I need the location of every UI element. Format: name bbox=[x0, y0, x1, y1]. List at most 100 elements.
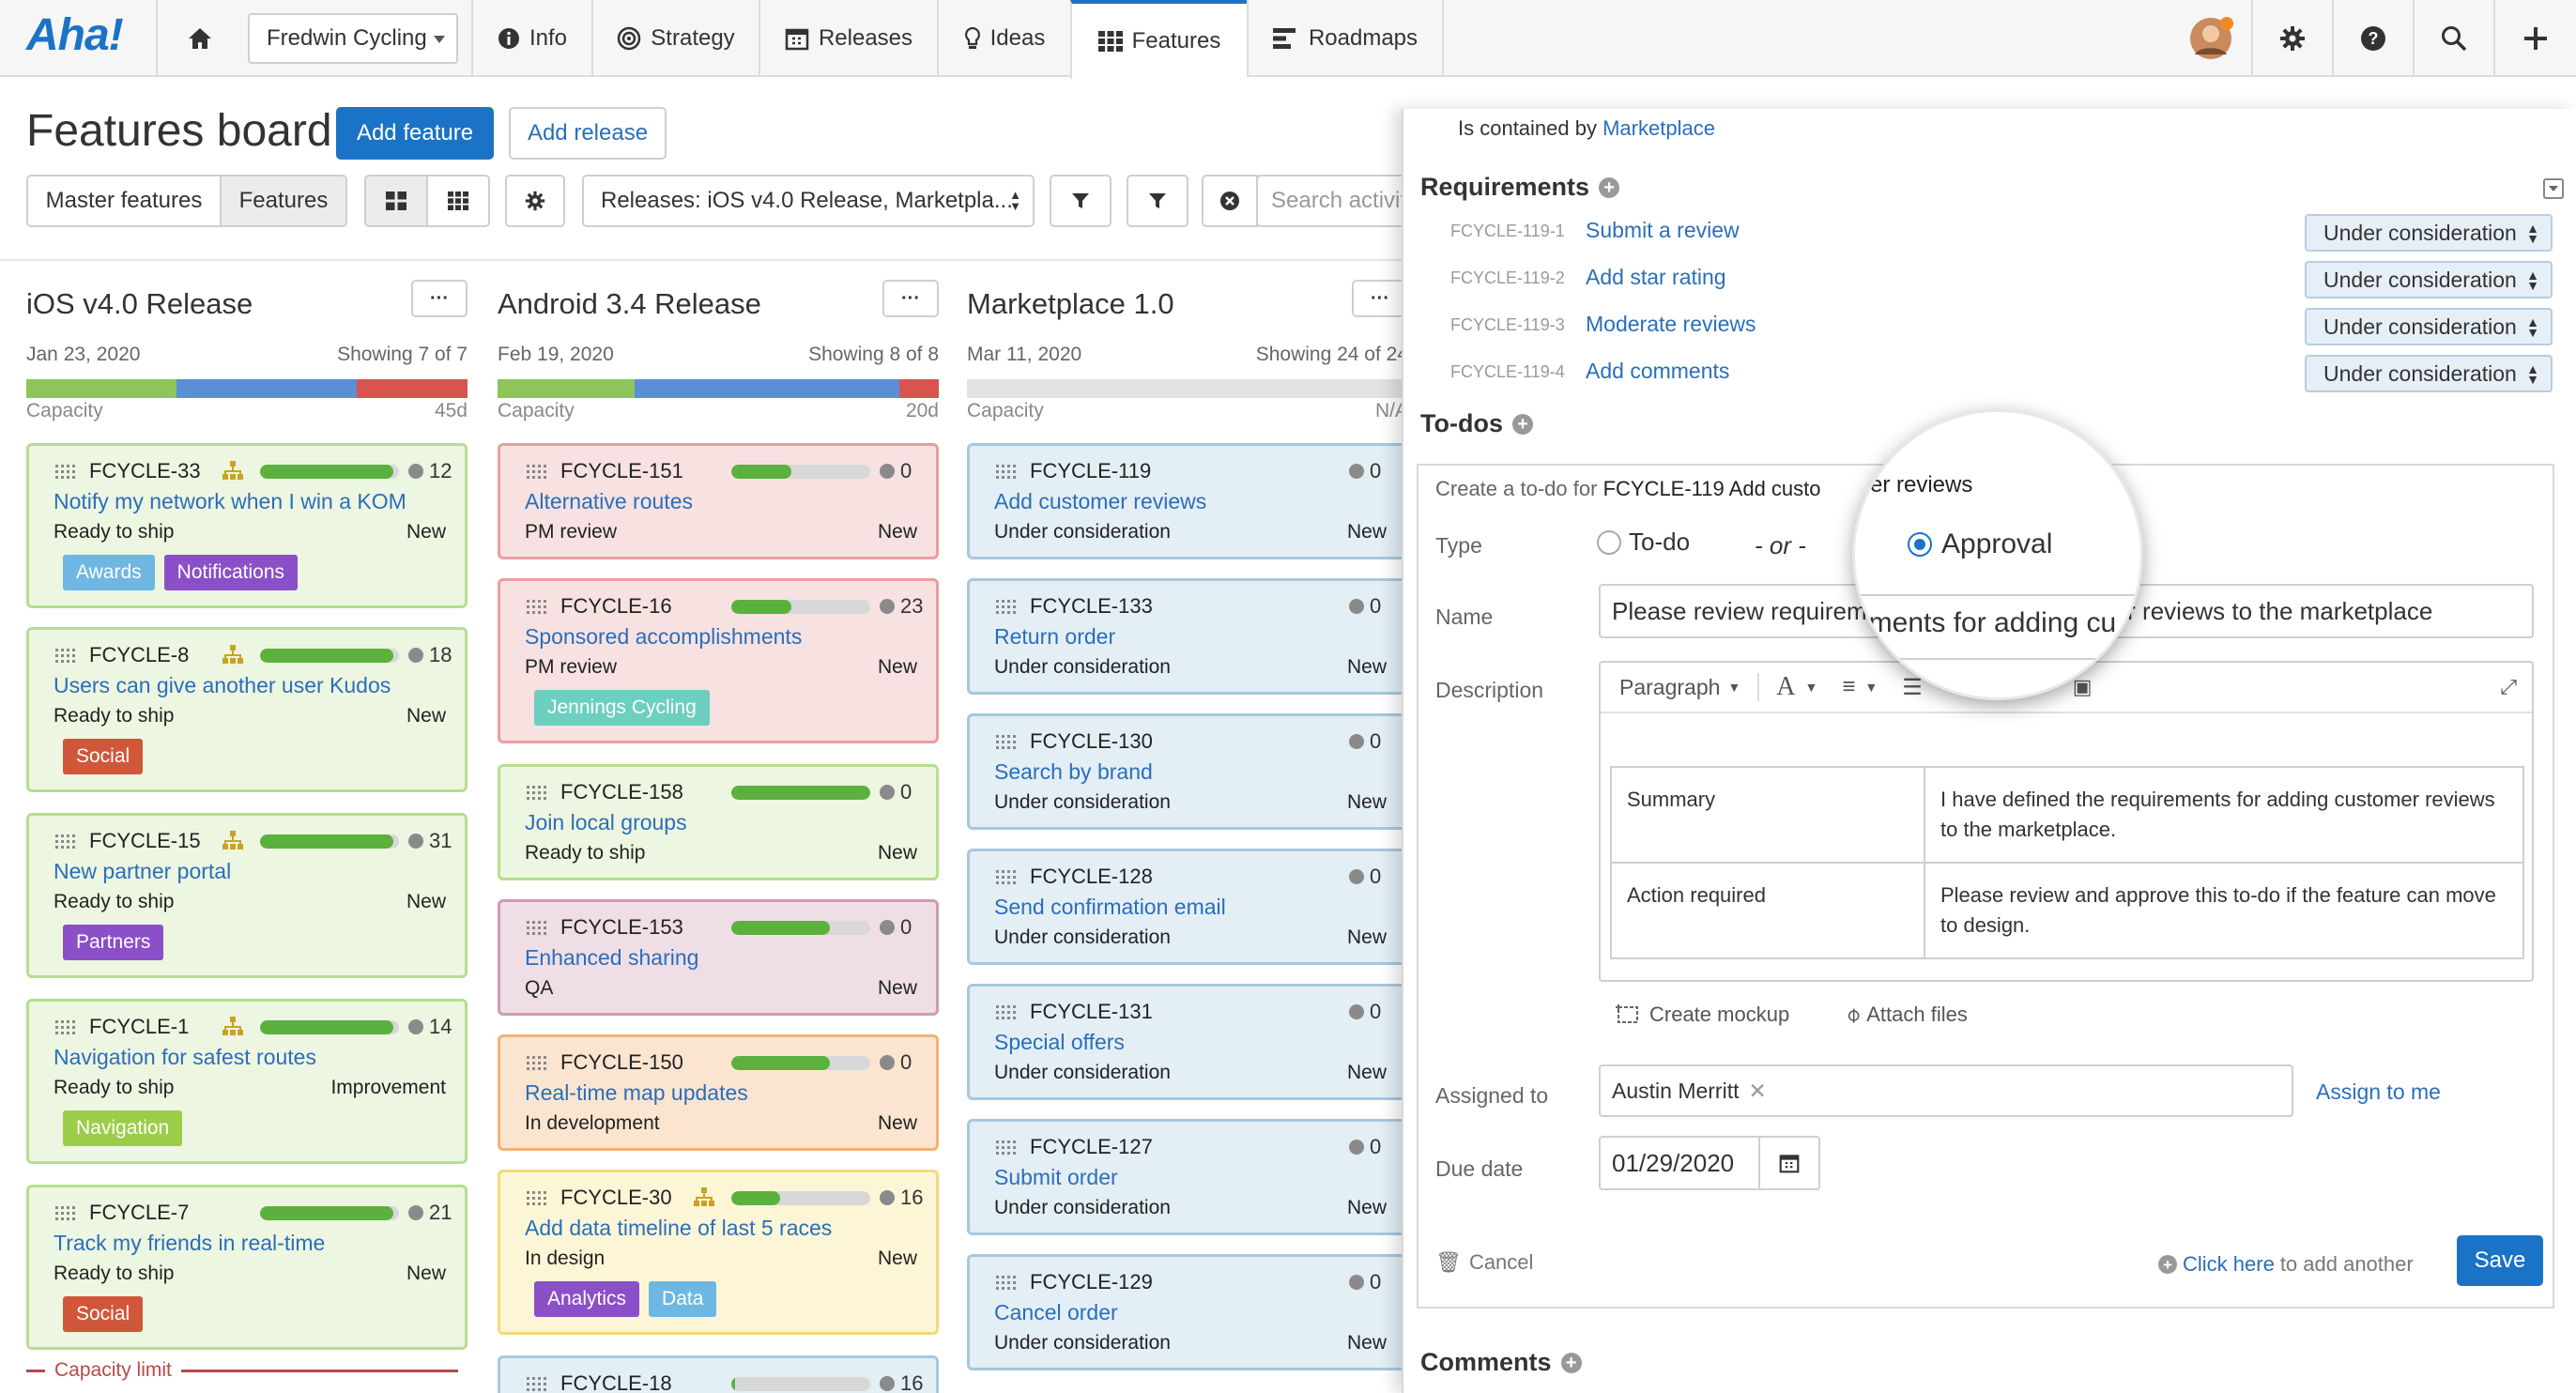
date-picker-button[interactable] bbox=[1758, 1136, 1820, 1190]
tag[interactable]: Navigation bbox=[63, 1110, 183, 1146]
requirement-status-select[interactable]: Under consideration ▲ ▼ bbox=[2305, 308, 2553, 345]
assign-to-me-link[interactable]: Assign to me bbox=[2316, 1079, 2441, 1104]
feature-name[interactable]: Users can give another user Kudos bbox=[54, 673, 391, 697]
filter-button[interactable] bbox=[1050, 175, 1112, 227]
small-cards-button[interactable] bbox=[426, 175, 490, 227]
feature-card[interactable]: FCYCLE-129 0 Cancel order Under consider… bbox=[967, 1254, 1408, 1370]
nav-info[interactable]: Info bbox=[471, 0, 591, 77]
product-selector[interactable]: Fredwin Cycling bbox=[248, 13, 458, 64]
type-approval-radio[interactable]: Approval bbox=[1908, 528, 2052, 560]
description-value[interactable]: I have defined the requirements for addi… bbox=[1924, 766, 2524, 864]
feature-name[interactable]: Search by brand bbox=[994, 759, 1153, 784]
feature-card[interactable]: FCYCLE-153 0 Enhanced sharing QA New bbox=[498, 899, 939, 1016]
drag-handle-icon[interactable] bbox=[55, 1206, 75, 1221]
user-avatar[interactable] bbox=[2170, 0, 2251, 77]
feature-name[interactable]: Special offers bbox=[994, 1030, 1125, 1054]
add-feature-button[interactable]: Add feature bbox=[336, 107, 494, 160]
feature-name[interactable]: Navigation for safest routes bbox=[54, 1045, 316, 1069]
requirement-link[interactable]: Add star rating bbox=[1586, 265, 1726, 289]
add-button[interactable] bbox=[2493, 0, 2576, 77]
feature-card[interactable]: FCYCLE-16 23 Sponsored accomplishments P… bbox=[498, 578, 939, 743]
collapse-icon[interactable] bbox=[2543, 178, 2564, 199]
drag-handle-icon[interactable] bbox=[527, 921, 546, 936]
feature-card[interactable]: FCYCLE-8 18 Users can give another user … bbox=[26, 627, 468, 792]
feature-name[interactable]: New partner portal bbox=[54, 859, 232, 883]
cancel-button[interactable]: 🗑︎ Cancel bbox=[1435, 1250, 1534, 1274]
feature-card[interactable]: FCYCLE-150 0 Real-time map updates In de… bbox=[498, 1034, 939, 1151]
column-more-button[interactable]: ··· bbox=[1352, 280, 1408, 317]
filter-alt-button[interactable] bbox=[1127, 175, 1188, 227]
feature-name[interactable]: Sponsored accomplishments bbox=[525, 624, 803, 649]
help-button[interactable]: ? bbox=[2332, 0, 2413, 77]
requirement-status-select[interactable]: Under consideration ▲ ▼ bbox=[2305, 261, 2553, 298]
requirement-link[interactable]: Moderate reviews bbox=[1586, 312, 1756, 336]
drag-handle-icon[interactable] bbox=[55, 834, 75, 850]
release-filter-select[interactable]: Releases: iOS v4.0 Release, Marketpla...… bbox=[582, 175, 1035, 227]
save-button[interactable]: Save bbox=[2457, 1235, 2543, 1286]
tag[interactable]: Partners bbox=[63, 925, 164, 960]
marketplace-link[interactable]: Marketplace bbox=[1602, 116, 1715, 140]
feature-card[interactable]: FCYCLE-158 0 Join local groups Ready to … bbox=[498, 764, 939, 880]
type-todo-radio[interactable]: To-do bbox=[1597, 528, 1690, 557]
release-name[interactable]: Marketplace 1.0 bbox=[967, 287, 1174, 320]
tag[interactable]: Data bbox=[649, 1281, 717, 1317]
feature-card[interactable]: FCYCLE-18 16 bbox=[498, 1355, 939, 1393]
feature-name[interactable]: Enhanced sharing bbox=[525, 945, 699, 970]
release-name[interactable]: Android 3.4 Release bbox=[498, 287, 761, 320]
drag-handle-icon[interactable] bbox=[527, 1377, 546, 1392]
feature-card[interactable]: FCYCLE-127 0 Submit order Under consider… bbox=[967, 1119, 1408, 1235]
feature-card[interactable]: FCYCLE-1 14 Navigation for safest routes… bbox=[26, 999, 468, 1164]
create-mockup-button[interactable]: Create mockup bbox=[1616, 1003, 1789, 1027]
drag-handle-icon[interactable] bbox=[996, 735, 1016, 750]
search-input[interactable]: Search activit bbox=[1256, 175, 1406, 227]
description-value[interactable]: Please review and approve this to-do if … bbox=[1924, 862, 2524, 959]
nav-features[interactable]: Features bbox=[1070, 0, 1247, 79]
feature-name[interactable]: Return order bbox=[994, 624, 1116, 649]
font-color-icon[interactable]: A bbox=[1776, 672, 1796, 701]
feature-card[interactable]: FCYCLE-133 0 Return order Under consider… bbox=[967, 578, 1408, 695]
tag[interactable]: Jennings Cycling bbox=[534, 690, 710, 726]
attach-files-button[interactable]: ⌀ Attach files bbox=[1839, 1002, 1968, 1028]
feature-card[interactable]: FCYCLE-151 0 Alternative routes PM revie… bbox=[498, 443, 939, 559]
feature-name[interactable]: Add data timeline of last 5 races bbox=[525, 1216, 833, 1240]
clear-search-button[interactable] bbox=[1202, 175, 1258, 227]
search-button[interactable] bbox=[2413, 0, 2493, 77]
nav-strategy[interactable]: Strategy bbox=[591, 0, 759, 77]
click-here-link[interactable]: Click here bbox=[2183, 1252, 2275, 1276]
expand-icon[interactable]: ⤢ bbox=[2500, 675, 2517, 698]
column-more-button[interactable]: ··· bbox=[411, 280, 468, 317]
due-date-input[interactable]: 01/29/2020 bbox=[1599, 1136, 1760, 1190]
tag[interactable]: Social bbox=[63, 1296, 144, 1332]
drag-handle-icon[interactable] bbox=[527, 600, 546, 615]
tag[interactable]: Notifications bbox=[163, 555, 299, 590]
drag-handle-icon[interactable] bbox=[55, 649, 75, 664]
nav-roadmaps[interactable]: Roadmaps bbox=[1247, 0, 1444, 77]
aha-logo[interactable]: Aha! bbox=[26, 10, 124, 60]
board-settings-button[interactable] bbox=[505, 175, 565, 227]
add-todo-icon[interactable]: + bbox=[1511, 413, 1533, 435]
home-button[interactable] bbox=[156, 0, 242, 77]
requirement-status-select[interactable]: Under consideration ▲ ▼ bbox=[2305, 214, 2553, 252]
feature-card[interactable]: FCYCLE-131 0 Special offers Under consid… bbox=[967, 984, 1408, 1100]
requirement-status-select[interactable]: Under consideration ▲ ▼ bbox=[2305, 355, 2553, 392]
feature-name[interactable]: Track my friends in real-time bbox=[54, 1231, 326, 1255]
master-features-toggle[interactable]: Master features bbox=[26, 175, 222, 227]
drag-handle-icon[interactable] bbox=[996, 465, 1016, 480]
feature-card[interactable]: FCYCLE-15 31 New partner portal Ready to… bbox=[26, 813, 468, 978]
add-release-button[interactable]: Add release bbox=[509, 107, 667, 160]
feature-card[interactable]: FCYCLE-128 0 Send confirmation email Und… bbox=[967, 849, 1408, 965]
release-name[interactable]: iOS v4.0 Release bbox=[26, 287, 253, 320]
drag-handle-icon[interactable] bbox=[527, 786, 546, 801]
nav-ideas[interactable]: Ideas bbox=[937, 0, 1070, 77]
large-cards-button[interactable] bbox=[364, 175, 428, 227]
column-more-button[interactable]: ··· bbox=[882, 280, 939, 317]
settings-button[interactable] bbox=[2251, 0, 2332, 77]
feature-card[interactable]: FCYCLE-7 21 Track my friends in real-tim… bbox=[26, 1185, 468, 1350]
feature-card[interactable]: FCYCLE-30 16 Add data timeline of last 5… bbox=[498, 1170, 939, 1335]
list-icon[interactable]: ☰ bbox=[1902, 674, 1923, 700]
feature-name[interactable]: Real-time map updates bbox=[525, 1080, 748, 1105]
description-key[interactable]: Summary bbox=[1610, 766, 1925, 864]
tag[interactable]: Analytics bbox=[534, 1281, 640, 1317]
add-comment-icon[interactable]: + bbox=[1560, 1352, 1582, 1373]
tag[interactable]: Social bbox=[63, 739, 144, 774]
